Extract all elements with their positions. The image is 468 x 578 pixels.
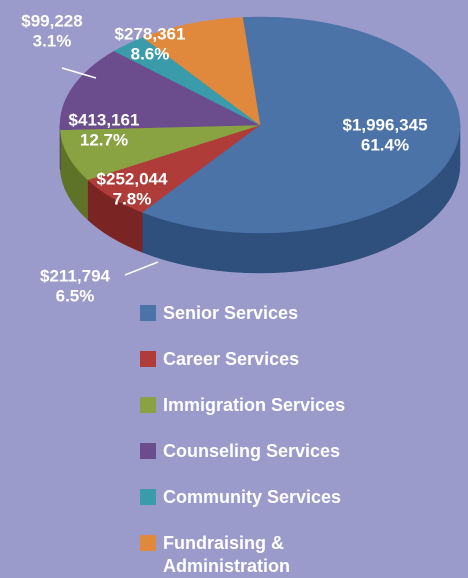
share-label: 8.6% bbox=[131, 44, 170, 63]
legend-item: Counseling Services bbox=[140, 440, 366, 463]
value-label: $99,228 bbox=[21, 11, 82, 30]
legend-label: Counseling Services bbox=[163, 440, 340, 463]
legend-swatch bbox=[140, 535, 156, 551]
legend-label: Senior Services bbox=[163, 302, 298, 325]
value-label: $211,794 bbox=[40, 266, 111, 285]
legend-item: Career Services bbox=[140, 348, 366, 371]
legend-item: Community Services bbox=[140, 486, 366, 509]
legend-item: Fundraising & Administration bbox=[140, 532, 366, 578]
legend-swatch bbox=[140, 397, 156, 413]
share-label: 61.4% bbox=[361, 135, 409, 154]
value-label: $278,361 bbox=[115, 24, 186, 43]
legend-item: Immigration Services bbox=[140, 394, 366, 417]
value-label: $252,044 bbox=[97, 169, 168, 188]
value-label: $1,996,345 bbox=[342, 115, 427, 134]
legend-item: Senior Services bbox=[140, 302, 366, 325]
legend-swatch bbox=[140, 305, 156, 321]
legend-label: Fundraising & Administration bbox=[163, 532, 366, 578]
legend-label: Career Services bbox=[163, 348, 299, 371]
leader-line bbox=[125, 262, 158, 275]
legend-swatch bbox=[140, 489, 156, 505]
share-label: 7.8% bbox=[113, 189, 152, 208]
share-label: 3.1% bbox=[33, 31, 72, 50]
share-label: 6.5% bbox=[56, 286, 95, 305]
legend-label: Community Services bbox=[163, 486, 341, 509]
legend-label: Immigration Services bbox=[163, 394, 345, 417]
legend-swatch bbox=[140, 443, 156, 459]
value-label: $413,161 bbox=[69, 110, 140, 129]
share-label: 12.7% bbox=[80, 130, 128, 149]
legend-swatch bbox=[140, 351, 156, 367]
